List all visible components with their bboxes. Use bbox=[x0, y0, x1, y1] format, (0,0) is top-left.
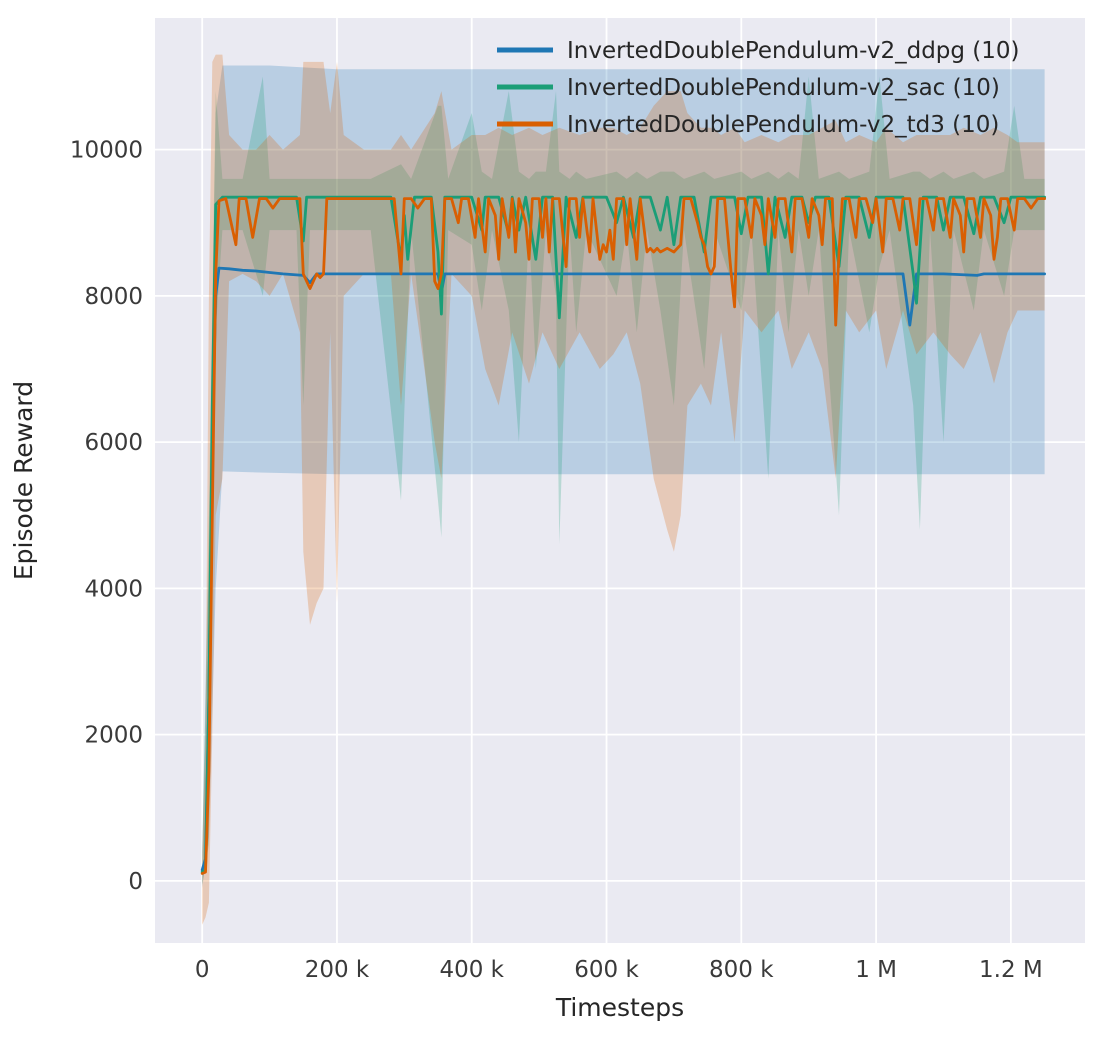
plot-area bbox=[155, 18, 1085, 943]
series-lines bbox=[200, 195, 1046, 875]
x-tick-label: 200 k bbox=[305, 957, 370, 983]
y-tick-label: 0 bbox=[128, 869, 143, 895]
y-tick-label: 6000 bbox=[84, 430, 143, 456]
legend-label: InvertedDoublePendulum-v2_sac (10) bbox=[567, 75, 1000, 101]
y-tick-labels: 0 2000 4000 6000 8000 10000 bbox=[70, 138, 143, 895]
legend-item-ddpg: InvertedDoublePendulum-v2_ddpg (10) bbox=[497, 38, 1020, 64]
legend-item-sac: InvertedDoublePendulum-v2_sac (10) bbox=[497, 75, 1000, 101]
x-tick-label: 0 bbox=[195, 957, 210, 983]
legend-label: InvertedDoublePendulum-v2_td3 (10) bbox=[567, 112, 999, 138]
td3-line bbox=[200, 197, 1046, 875]
x-tick-label: 1 M bbox=[855, 957, 897, 983]
x-tick-label: 1.2 M bbox=[979, 957, 1043, 983]
x-axis-label: Timesteps bbox=[555, 993, 684, 1022]
y-tick-label: 4000 bbox=[84, 576, 143, 602]
legend-label: InvertedDoublePendulum-v2_ddpg (10) bbox=[567, 38, 1020, 64]
legend: InvertedDoublePendulum-v2_ddpg (10) Inver… bbox=[497, 38, 1020, 138]
x-tick-label: 600 k bbox=[574, 957, 639, 983]
sac-line bbox=[200, 195, 1046, 874]
y-tick-label: 2000 bbox=[84, 723, 143, 749]
gridlines bbox=[155, 18, 1085, 943]
legend-item-td3: InvertedDoublePendulum-v2_td3 (10) bbox=[497, 112, 999, 138]
y-tick-label: 8000 bbox=[84, 284, 143, 310]
x-tick-label: 400 k bbox=[439, 957, 504, 983]
y-axis-label: Episode Reward bbox=[9, 381, 38, 580]
x-tick-label: 800 k bbox=[709, 957, 774, 983]
x-tick-labels: 0 200 k 400 k 600 k 800 k 1 M 1.2 M bbox=[195, 957, 1043, 983]
y-tick-label: 10000 bbox=[70, 138, 143, 164]
